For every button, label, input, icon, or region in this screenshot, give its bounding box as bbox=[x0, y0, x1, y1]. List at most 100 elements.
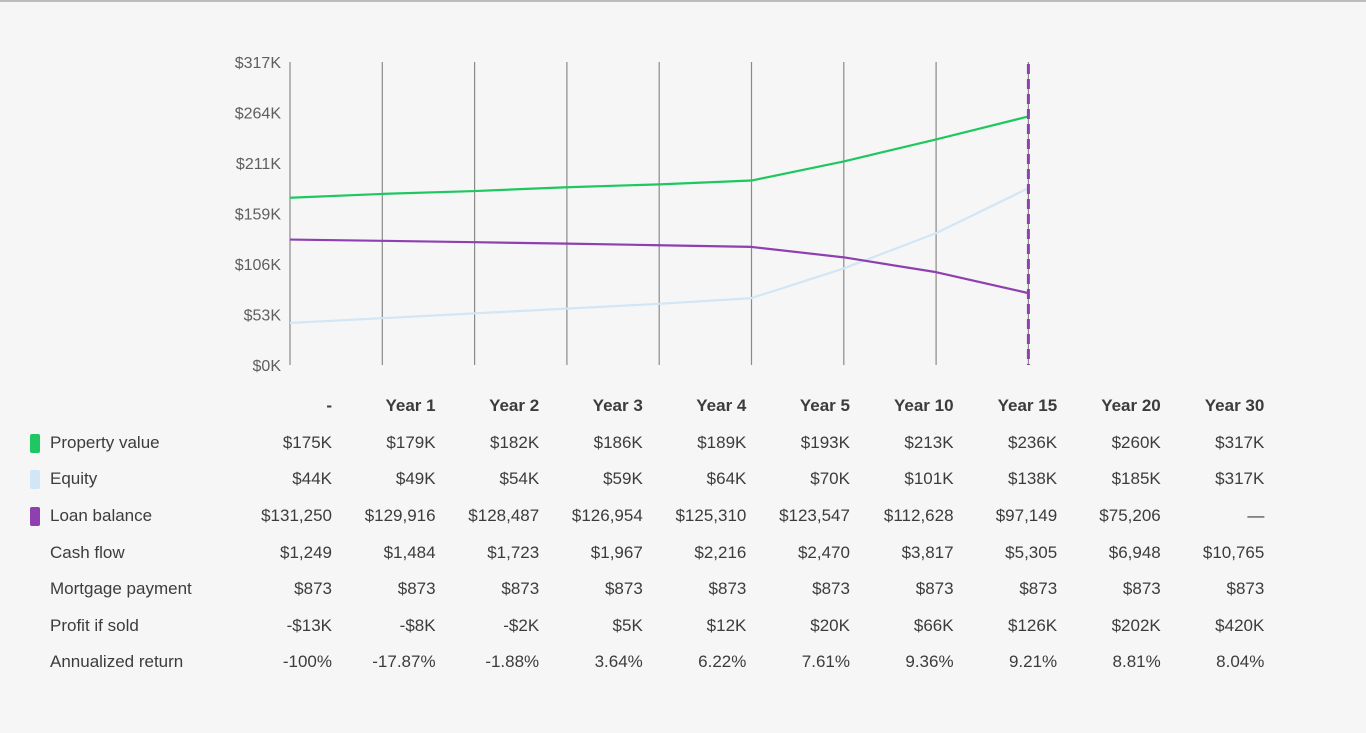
line-chart: $317K $264K $211K $159K $106K $53K $0K bbox=[235, 55, 1030, 375]
table-cell: $873 bbox=[1226, 579, 1265, 599]
table-cell: $175K bbox=[282, 432, 332, 452]
table-cell: -$8K bbox=[399, 615, 436, 635]
table-cell: $12K bbox=[706, 615, 747, 635]
data-table: - Year 1 Year 2 Year 3 Year 4 Year 5 Year 10 Ye… bbox=[20, 388, 1264, 681]
table-cell: $125,310 bbox=[675, 506, 747, 526]
table-cell: $49K bbox=[395, 469, 436, 489]
table-row: Loan balance $131,250 $129,916 $128,487 $126… bbox=[20, 498, 1264, 535]
table-cell: $202K bbox=[1111, 615, 1161, 635]
column-header: - bbox=[326, 396, 332, 416]
legend-swatch-cell bbox=[20, 425, 50, 462]
table-cell: $179K bbox=[386, 432, 436, 452]
column-header: Year 3 bbox=[592, 396, 643, 416]
series-line-property-value bbox=[289, 115, 1029, 199]
y-tick-label: $159K bbox=[235, 207, 282, 224]
table-cell: $20K bbox=[810, 615, 850, 635]
table-cell: — bbox=[1247, 506, 1265, 526]
table-cell: $873 bbox=[501, 579, 540, 599]
y-tick-label: $106K bbox=[235, 257, 282, 274]
table-cell: 3.64% bbox=[594, 652, 643, 672]
legend-swatch-cell bbox=[20, 498, 50, 535]
table-cell: $59K bbox=[603, 469, 643, 489]
table-cell: $1,723 bbox=[487, 542, 540, 562]
column-header: Year 1 bbox=[385, 396, 436, 416]
table-cell: $186K bbox=[593, 432, 643, 452]
column-header: Year 15 bbox=[997, 396, 1058, 416]
table-cell: $236K bbox=[1007, 432, 1058, 452]
table-cell: $128,487 bbox=[468, 506, 540, 526]
row-label: Annualized return bbox=[50, 652, 184, 672]
table-cell: $126,954 bbox=[571, 506, 643, 526]
column-header: Year 2 bbox=[489, 396, 540, 416]
table-cell: $873 bbox=[397, 579, 436, 599]
table-cell: -100% bbox=[282, 652, 332, 672]
table-cell: $138K bbox=[1007, 469, 1058, 489]
table-cell: $193K bbox=[800, 432, 850, 452]
table-cell: $1,249 bbox=[280, 542, 332, 562]
table-cell: $64K bbox=[706, 469, 747, 489]
table-cell: $185K bbox=[1111, 469, 1161, 489]
table-cell: 8.81% bbox=[1112, 652, 1161, 672]
table-cell: $75,206 bbox=[1099, 506, 1161, 526]
table-cell: -$2K bbox=[503, 615, 540, 635]
y-tick-label: $264K bbox=[235, 106, 282, 123]
table-cell: $6,948 bbox=[1108, 542, 1161, 562]
legend-swatch bbox=[30, 470, 40, 490]
table-cell: $54K bbox=[499, 469, 540, 489]
top-border bbox=[0, 0, 1366, 2]
table-cell: $873 bbox=[915, 579, 954, 599]
series-line-loan-balance bbox=[289, 238, 1029, 295]
row-label: Equity bbox=[50, 469, 98, 489]
table-row: Cash flow $1,249 $1,484 $1,723 $1,967 $2,216 $… bbox=[20, 534, 1264, 571]
table-cell: $317K bbox=[1215, 432, 1265, 452]
table-cell: -$13K bbox=[286, 615, 332, 635]
table-cell: $260K bbox=[1111, 432, 1161, 452]
table-cell: $2,470 bbox=[797, 542, 850, 562]
table-cell: $873 bbox=[708, 579, 747, 599]
table-cell: $873 bbox=[1019, 579, 1058, 599]
y-tick-label: $53K bbox=[244, 308, 282, 325]
row-label: Mortgage payment bbox=[50, 579, 192, 599]
table-cell: -1.88% bbox=[485, 652, 540, 672]
table-cell: -17.87% bbox=[372, 652, 436, 672]
table-cell: 7.61% bbox=[801, 652, 850, 672]
column-header: Year 20 bbox=[1101, 396, 1161, 416]
legend-swatch bbox=[30, 433, 40, 453]
legend-swatch-cell bbox=[20, 571, 50, 608]
column-header: Year 4 bbox=[696, 396, 747, 416]
table-cell: $112,628 bbox=[883, 506, 954, 526]
table-cell: $873 bbox=[294, 579, 332, 599]
table-row: Profit if sold -$13K -$8K -$2K $5K $12K $20K $6… bbox=[20, 608, 1264, 645]
table-row: Equity $44K $49K $54K $59K $64K $70K $101K $138K… bbox=[20, 461, 1264, 498]
table-cell: 6.22% bbox=[698, 652, 747, 672]
table-cell: $213K bbox=[904, 432, 954, 452]
table-cell: $131,250 bbox=[261, 506, 332, 526]
legend-swatch-cell bbox=[20, 608, 50, 645]
y-tick-label: $211K bbox=[236, 156, 281, 173]
table-cell: 9.36% bbox=[905, 652, 954, 672]
table-cell: $101K bbox=[904, 469, 954, 489]
table-cell: $420K bbox=[1215, 615, 1265, 635]
table-cell: $3,817 bbox=[901, 542, 954, 562]
row-label: Profit if sold bbox=[50, 615, 139, 635]
table-cell: $126K bbox=[1007, 615, 1058, 635]
table-cell: $189K bbox=[697, 432, 747, 452]
column-header: Year 10 bbox=[894, 396, 954, 416]
table-cell: $873 bbox=[1122, 579, 1161, 599]
legend-swatch-cell bbox=[20, 534, 50, 571]
table-cell: $317K bbox=[1215, 469, 1265, 489]
row-label: Property value bbox=[50, 432, 160, 452]
column-header: Year 5 bbox=[799, 396, 850, 416]
table-cell: $873 bbox=[604, 579, 643, 599]
legend-swatch-cell bbox=[20, 644, 50, 681]
header-spacer bbox=[20, 388, 50, 425]
column-header: Year 30 bbox=[1204, 396, 1265, 416]
table-cell: $10,765 bbox=[1202, 542, 1265, 562]
y-tick-label: $0K bbox=[253, 358, 282, 375]
table-cell: $5,305 bbox=[1005, 542, 1058, 562]
table-row: Mortgage payment $873 $873 $873 $873 $873 $873… bbox=[20, 571, 1264, 608]
table-cell: $66K bbox=[913, 615, 954, 635]
table-row: Annualized return -100% -17.87% -1.88% 3.64%… bbox=[20, 644, 1264, 681]
table-cell: $1,967 bbox=[590, 542, 643, 562]
table-cell: $123,547 bbox=[779, 506, 850, 526]
